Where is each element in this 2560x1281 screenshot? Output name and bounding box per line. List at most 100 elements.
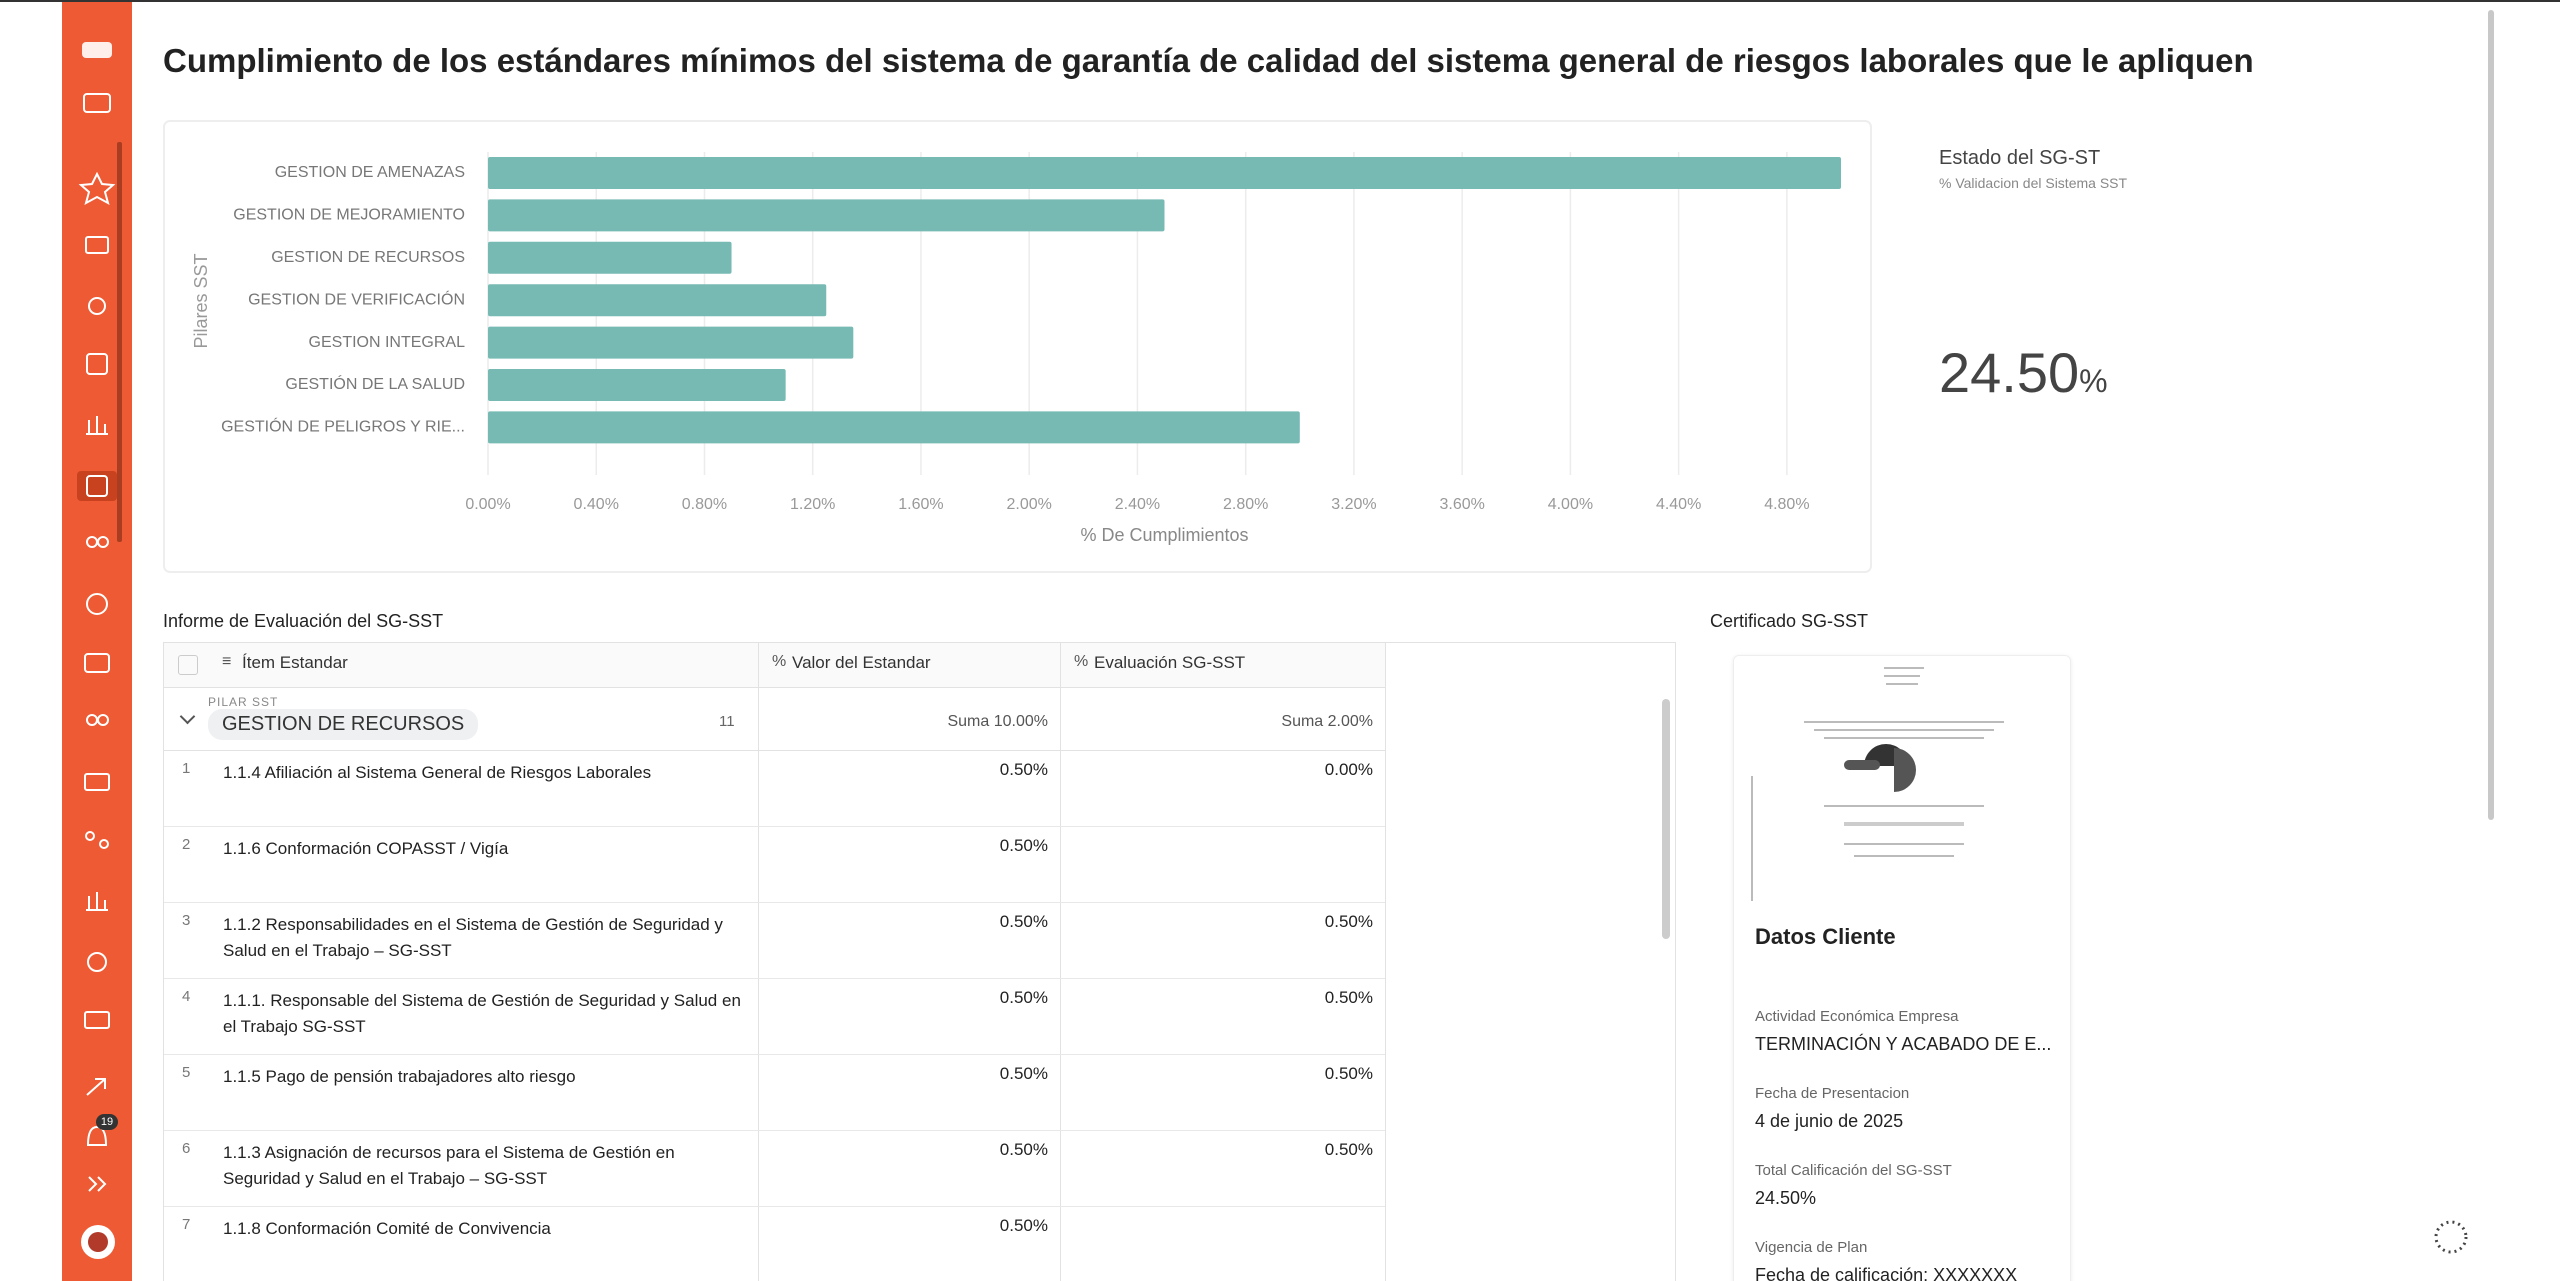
certificate-thumbnail xyxy=(1751,667,2004,901)
item-text: 1.1.5 Pago de pensión trabajadores alto … xyxy=(223,1067,576,1086)
row-number: 4 xyxy=(182,988,191,1005)
column-divider xyxy=(758,643,759,1281)
bar xyxy=(488,199,1165,232)
certificate-title: Certificado SG-SST xyxy=(1710,611,1869,631)
y-tick-label: GESTION DE AMENAZAS xyxy=(275,164,465,181)
notification-badge: 19 xyxy=(100,1116,114,1128)
kpi-title: Estado del SG-ST xyxy=(1939,147,2101,169)
y-tick-label: GESTION DE MEJORAMIENTO xyxy=(233,207,465,224)
field-label: Vigencia de Plan xyxy=(1755,1239,1868,1256)
evaluacion-cell: 0.50% xyxy=(1324,1064,1373,1083)
header-row xyxy=(164,643,1385,688)
field-value: TERMINACIÓN Y ACABADO DE E... xyxy=(1755,1034,2052,1054)
y-axis-title: Pilares SST xyxy=(191,253,211,348)
x-tick-label: 4.40% xyxy=(1656,496,1701,513)
kpi-unit: % xyxy=(2079,363,2108,399)
field-value: 4 de junio de 2025 xyxy=(1755,1111,1904,1131)
table-row xyxy=(164,1130,1385,1207)
x-tick-label: 2.00% xyxy=(1007,496,1052,513)
evaluacion-cell: 0.00% xyxy=(1324,760,1373,779)
x-tick-label: 2.40% xyxy=(1115,496,1160,513)
valor-cell: 0.50% xyxy=(999,1216,1048,1235)
x-tick-label: 3.20% xyxy=(1331,496,1376,513)
group-name: GESTION DE RECURSOS xyxy=(208,709,479,740)
page-title: Cumplimiento de los estándares mínimos d… xyxy=(163,42,2254,79)
column-header: Ítem Estandar xyxy=(242,653,348,672)
loading-indicator xyxy=(2434,1220,2468,1254)
field-value: Fecha de calificación: XXXXXXX xyxy=(1755,1265,2018,1281)
column-icon: ≡ xyxy=(222,653,232,670)
group-count: 11 xyxy=(719,713,735,730)
item-text: 1.1.6 Conformación COPASST / Vigía xyxy=(223,839,509,858)
x-tick-label: 1.60% xyxy=(898,496,943,513)
bar-chart: 0.00% 0.40% 0.80% 1.20% 1.60% 2.00% 2.40% 2.80%… xyxy=(163,120,1872,573)
group-sum: Suma 2.00% xyxy=(1281,713,1373,730)
y-tick-label: GESTION INTEGRAL xyxy=(309,334,466,351)
row-number: 3 xyxy=(182,912,191,929)
column-header: Valor del Estandar xyxy=(792,653,931,672)
item-text: 1.1.8 Conformación Comité de Convivencia xyxy=(223,1219,551,1238)
group-sum: Suma 10.00% xyxy=(947,713,1048,730)
table-row xyxy=(164,1054,1385,1131)
evaluation-table: ≡ Ítem Estandar% Valor del Estandar% Evalua… xyxy=(163,642,1676,1281)
evaluacion-cell: 0.50% xyxy=(1324,988,1373,1007)
certificate-card: Datos Cliente Actividad Económica Empres… xyxy=(1733,655,2071,1281)
field-value: 24.50% xyxy=(1755,1188,1817,1208)
bar xyxy=(488,369,786,401)
table-row xyxy=(164,750,1385,827)
x-tick-label: 4.00% xyxy=(1548,496,1593,513)
x-axis-title: % De Cumplimientos xyxy=(1080,525,1248,545)
y-tick-label: GESTION DE RECURSOS xyxy=(271,249,465,266)
x-tick-label: 1.20% xyxy=(790,496,835,513)
field-label: Fecha de Presentacion xyxy=(1755,1085,1910,1102)
evaluacion-cell: 0.50% xyxy=(1324,1140,1373,1159)
column-header: Evaluación SG-SST xyxy=(1094,653,1246,672)
bar xyxy=(488,241,732,274)
valor-cell: 0.50% xyxy=(999,988,1048,1007)
bar xyxy=(488,411,1300,444)
valor-cell: 0.50% xyxy=(999,760,1048,779)
evaluacion-cell: 0.50% xyxy=(1324,912,1373,931)
valor-cell: 0.50% xyxy=(999,1140,1048,1159)
x-tick-label: 0.40% xyxy=(574,496,619,513)
bar xyxy=(488,284,827,317)
bar xyxy=(488,326,854,359)
bar xyxy=(488,157,1841,189)
column-icon: % xyxy=(1074,653,1089,670)
table-scrollbar xyxy=(1662,699,1670,939)
section-title: Datos Cliente xyxy=(1755,924,1896,949)
item-text: 1.1.3 Asignación de recursos para el Sis… xyxy=(223,1143,675,1188)
column-divider xyxy=(1385,643,1386,1281)
table-title: Informe de Evaluación del SG-SST xyxy=(163,611,444,631)
x-tick-label: 0.80% xyxy=(682,496,727,513)
kpi-value: 24.50% xyxy=(1939,340,2108,405)
column-divider xyxy=(1060,643,1061,1281)
group-row xyxy=(164,687,1385,751)
field-label: Actividad Económica Empresa xyxy=(1755,1008,1959,1025)
row-number: 7 xyxy=(182,1216,191,1233)
kpi-subtitle: % Validacion del Sistema SST xyxy=(1939,175,2128,191)
item-text: 1.1.2 Responsabilidades en el Sistema de… xyxy=(223,915,723,960)
y-tick-label: GESTION DE VERIFICACIÓN xyxy=(248,289,465,308)
valor-cell: 0.50% xyxy=(999,1064,1048,1083)
column-icon: % xyxy=(772,653,787,670)
item-text: 1.1.4 Afiliación al Sistema General de R… xyxy=(223,763,652,782)
table-row xyxy=(164,902,1385,979)
x-tick-label: 2.80% xyxy=(1223,496,1268,513)
item-text: 1.1.1. Responsable del Sistema de Gestió… xyxy=(223,991,741,1036)
group-caption: PILAR SST xyxy=(208,695,279,709)
table-row xyxy=(164,826,1385,903)
row-checkbox xyxy=(178,655,198,675)
table-row xyxy=(164,978,1385,1055)
page-scrollbar xyxy=(2488,10,2494,820)
y-tick-label: GESTIÓN DE PELIGROS Y RIE... xyxy=(221,417,465,436)
field-label: Total Calificación del SG-SST xyxy=(1755,1162,1952,1179)
y-tick-label: GESTIÓN DE LA SALUD xyxy=(285,374,465,393)
row-number: 5 xyxy=(182,1064,191,1081)
x-tick-label: 4.80% xyxy=(1764,496,1809,513)
x-tick-label: 0.00% xyxy=(465,496,510,513)
valor-cell: 0.50% xyxy=(999,912,1048,931)
row-number: 2 xyxy=(182,836,191,853)
row-number: 1 xyxy=(182,760,191,777)
